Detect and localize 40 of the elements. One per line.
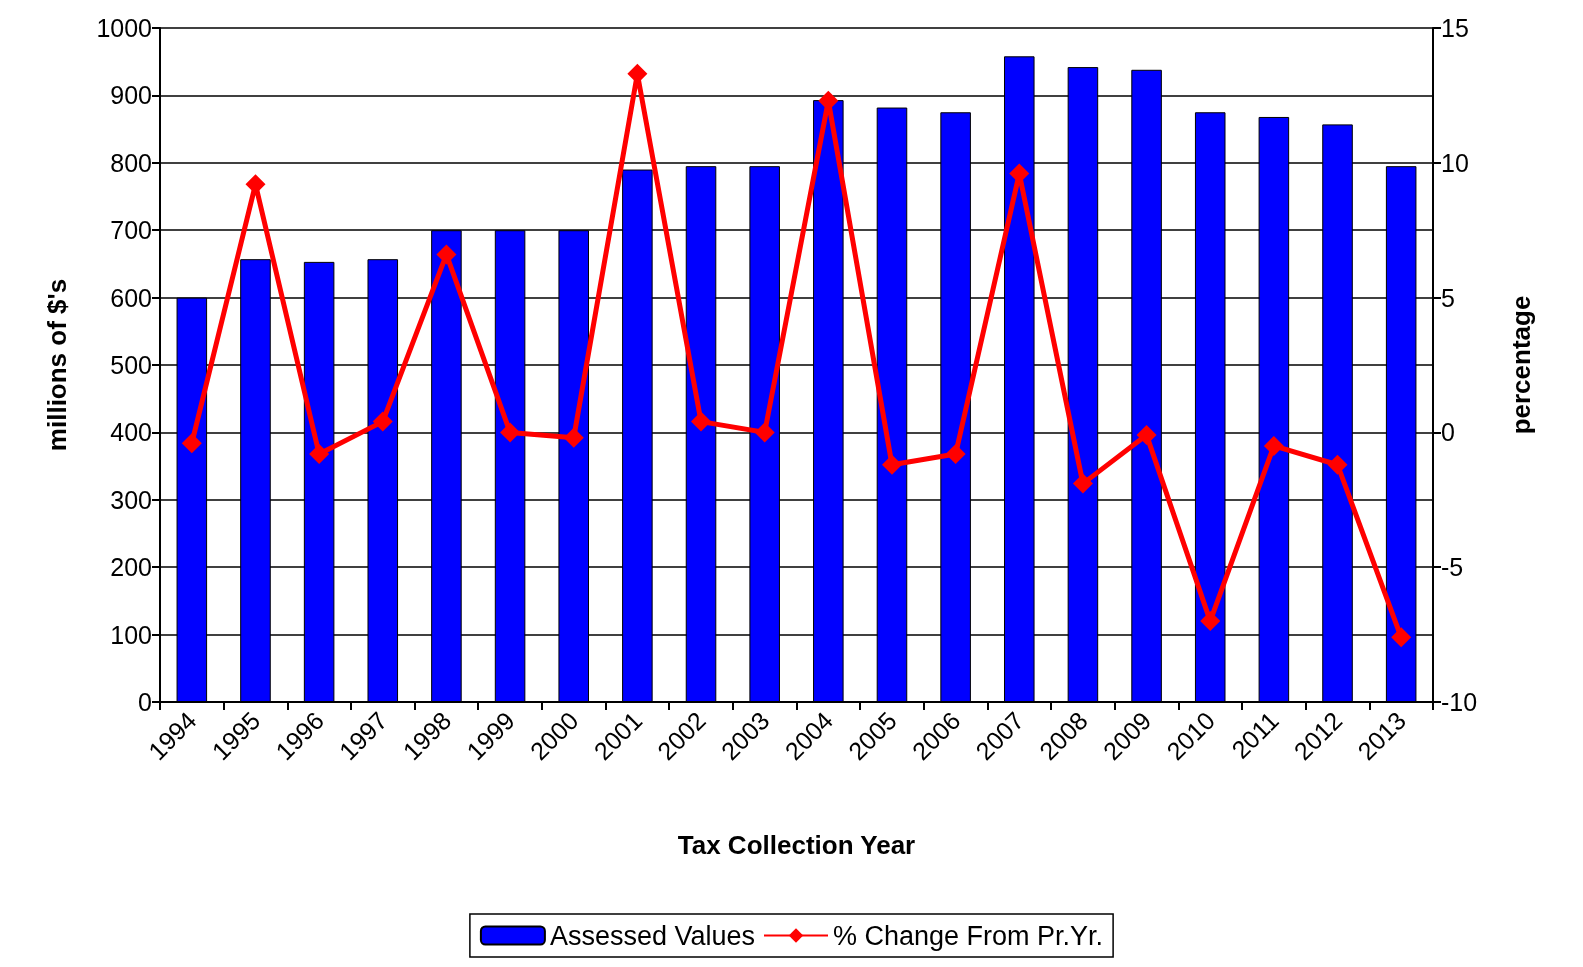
point	[181, 433, 202, 454]
point	[1391, 627, 1412, 648]
point	[754, 422, 775, 443]
point	[1263, 435, 1284, 456]
point	[372, 411, 393, 432]
y-tick-label: 400	[110, 418, 152, 447]
point	[691, 411, 712, 432]
point	[1200, 611, 1221, 632]
y-tick-label: 600	[110, 283, 152, 312]
y-tick-label: 1000	[96, 14, 152, 42]
y-axis-title: millions of $'s	[42, 278, 72, 452]
point	[309, 443, 330, 464]
point	[818, 90, 839, 111]
legend-label: % Change From Pr.Yr.	[833, 920, 1104, 951]
y2-tick-label: 5	[1441, 283, 1455, 312]
point	[563, 427, 584, 448]
point	[1327, 454, 1348, 475]
y-tick-label: 900	[110, 81, 152, 110]
y2-tick-label: -5	[1441, 553, 1464, 582]
point	[436, 244, 457, 265]
legend-label: Assessed Values	[549, 920, 756, 951]
y-tick-label: 800	[110, 148, 152, 177]
point	[881, 454, 902, 475]
y-tick-label: 100	[110, 620, 152, 649]
y-tick-label: 200	[110, 553, 152, 582]
point	[945, 443, 966, 464]
point	[627, 63, 648, 84]
y-tick-label: 700	[110, 216, 152, 245]
y2-tick-label: -10	[1441, 688, 1478, 716]
y2-axis-title: percentage	[1506, 295, 1536, 435]
point	[1072, 473, 1093, 494]
y-tick-label: 0	[138, 688, 152, 716]
y-tick-label: 500	[110, 351, 152, 379]
y2-tick-label: 10	[1441, 148, 1469, 177]
point	[500, 422, 521, 443]
x-axis-title: Tax Collection Year	[677, 830, 916, 860]
point	[1136, 425, 1157, 446]
y2-tick-label: 0	[1441, 418, 1455, 447]
y-tick-label: 300	[110, 485, 152, 514]
y2-tick-label: 15	[1441, 14, 1469, 42]
